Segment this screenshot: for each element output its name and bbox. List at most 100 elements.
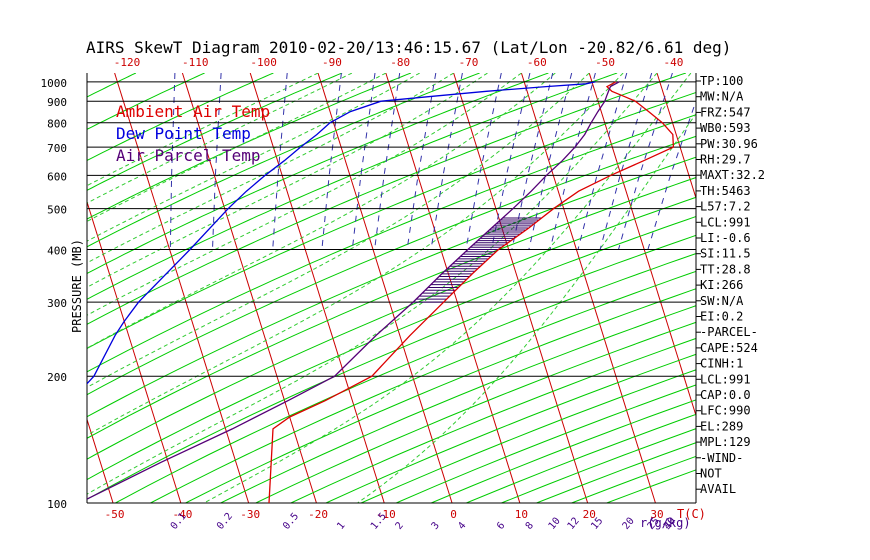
mixing-ratio-tick-label: 0.2 bbox=[215, 511, 235, 532]
background-lines bbox=[0, 73, 696, 503]
bottom-temp-tick-label: 0 bbox=[450, 508, 457, 521]
mixing-ratio-line bbox=[528, 73, 573, 250]
dry-adiabat-line bbox=[220, 305, 696, 503]
dry-adiabat-line bbox=[87, 73, 687, 325]
legend-entry: Air Parcel Temp bbox=[116, 146, 261, 165]
dry-adiabat-line bbox=[87, 234, 696, 500]
mixing-ratio-tick-label: 8 bbox=[524, 520, 536, 532]
mixing-ratio-tick-label: 20 bbox=[621, 516, 637, 532]
mixing-ratio-line bbox=[549, 73, 596, 250]
moist-adiabat-line bbox=[87, 73, 387, 222]
index-entry: EL:289 bbox=[700, 419, 743, 433]
pressure-tick-label: 400 bbox=[47, 244, 67, 257]
bottom-temp-ticks: -50 -40 -30 -20 -10 0 10 20 30 bbox=[105, 508, 664, 521]
index-entry: NOT bbox=[700, 467, 722, 481]
index-entry: PW:30.96 bbox=[700, 137, 758, 151]
y-axis-label: PRESSURE (MB) bbox=[70, 239, 84, 333]
dry-adiabat-line bbox=[87, 73, 205, 130]
moist-adiabat-line bbox=[87, 73, 590, 388]
dry-adiabat-line bbox=[431, 399, 696, 503]
dry-adiabat-line bbox=[87, 114, 696, 373]
isotherm-line bbox=[520, 73, 656, 503]
bottom-temp-tick-label: 10 bbox=[515, 508, 528, 521]
top-temp-tick-label: -120 bbox=[114, 56, 141, 69]
index-entry: TH:5463 bbox=[700, 184, 751, 198]
bottom-temp-tick-label: -30 bbox=[240, 508, 260, 521]
dry-adiabat-line bbox=[87, 215, 696, 481]
top-temp-tick-label: -100 bbox=[250, 56, 277, 69]
mixing-ratio-line bbox=[618, 73, 673, 250]
isotherm-line bbox=[87, 417, 114, 503]
index-entry: LFC:990 bbox=[700, 404, 751, 418]
top-temp-tick-label: -50 bbox=[595, 56, 615, 69]
dry-adiabat-line bbox=[87, 177, 696, 439]
moist-adiabat-line bbox=[203, 73, 692, 503]
mixing-ratio-tick-label: 4 bbox=[456, 520, 468, 532]
mixing-ratio-tick-label: 0.5 bbox=[281, 511, 301, 532]
isotherm-line bbox=[656, 73, 696, 200]
legend-entry: Ambient Air Temp bbox=[116, 102, 270, 121]
mixing-ratio-line bbox=[599, 73, 653, 250]
index-entry: -WIND- bbox=[700, 451, 743, 465]
mixing-ratio-unit-label: r(g/kg) bbox=[640, 516, 691, 530]
index-entry: EI:0.2 bbox=[700, 310, 743, 324]
dry-adiabat-line bbox=[115, 253, 696, 503]
legend-entry: Dew Point Temp bbox=[116, 124, 251, 143]
top-temp-tick-label: -60 bbox=[527, 56, 547, 69]
top-temp-tick-label: -40 bbox=[663, 56, 683, 69]
pressure-axis-labels: 100 200 300 400 500 600 700 800 900 1000 bbox=[41, 77, 68, 511]
cape-hatch bbox=[413, 217, 542, 303]
mixing-ratio-line bbox=[577, 73, 628, 250]
mixing-ratio-tick-label: 1 bbox=[335, 520, 347, 532]
moist-adiabat-line bbox=[87, 73, 556, 349]
pressure-tick-label: 1000 bbox=[41, 77, 68, 90]
dry-adiabat-line bbox=[87, 73, 618, 300]
dry-adiabat-line bbox=[87, 135, 696, 396]
profile-lines bbox=[87, 81, 675, 503]
pressure-tick-label: 300 bbox=[47, 297, 67, 310]
bottom-temp-tick-label: -50 bbox=[105, 508, 125, 521]
isotherm-line bbox=[249, 73, 385, 503]
isotherm-line bbox=[317, 73, 453, 503]
dry-adiabat-line bbox=[501, 428, 696, 503]
index-entry: SW:N/A bbox=[700, 294, 744, 308]
temp-unit-label: T(C) bbox=[677, 507, 706, 521]
dewpoint-temp-line bbox=[87, 81, 596, 385]
dry-adiabat-line bbox=[325, 353, 696, 503]
top-temp-tick-label: -70 bbox=[459, 56, 479, 69]
dry-adiabat-line bbox=[87, 73, 549, 274]
top-temp-tick-label: -110 bbox=[182, 56, 209, 69]
moist-adiabat-line bbox=[357, 112, 696, 503]
dry-adiabat-line bbox=[255, 321, 696, 503]
index-entry: CAP:0.0 bbox=[700, 388, 751, 402]
index-entry: LI:-0.6 bbox=[700, 231, 751, 245]
bottom-temp-tick-label: 20 bbox=[583, 508, 596, 521]
moist-adiabat-line bbox=[87, 73, 658, 495]
index-entry: FRZ:547 bbox=[700, 105, 751, 119]
dry-adiabat-line bbox=[87, 91, 696, 350]
isobars bbox=[86, 73, 697, 504]
index-entry: SI:11.5 bbox=[700, 247, 751, 261]
dry-adiabat-line bbox=[87, 73, 343, 191]
moist-adiabat-line bbox=[87, 73, 522, 316]
index-entry: -PARCEL- bbox=[700, 325, 758, 339]
pressure-tick-label: 100 bbox=[47, 498, 67, 511]
mixing-ratio-tick-label: 3 bbox=[430, 520, 442, 532]
top-temp-ticks: -120 -110 -100 -90 -80 -70 -60 -50 -40 bbox=[114, 56, 684, 69]
index-entry: TP:100 bbox=[700, 74, 743, 88]
parcel-temp-line bbox=[87, 81, 620, 500]
dry-adiabat-line bbox=[185, 288, 696, 503]
isotherm-line bbox=[0, 73, 45, 503]
pressure-tick-label: 500 bbox=[47, 204, 67, 217]
index-entry: AVAIL bbox=[700, 482, 736, 496]
dry-adiabat-line bbox=[150, 270, 696, 503]
dry-adiabat-line bbox=[87, 196, 696, 460]
index-entry: L57:7.2 bbox=[700, 200, 751, 214]
chart-title: AIRS SkewT Diagram 2010-02-20/13:46:15.6… bbox=[86, 38, 731, 57]
mixing-ratio-tick-label: 12 bbox=[566, 516, 582, 532]
isotherm-line bbox=[453, 73, 589, 503]
bottom-temp-tick-label: -40 bbox=[172, 508, 192, 521]
index-entry: LCL:991 bbox=[700, 372, 751, 386]
